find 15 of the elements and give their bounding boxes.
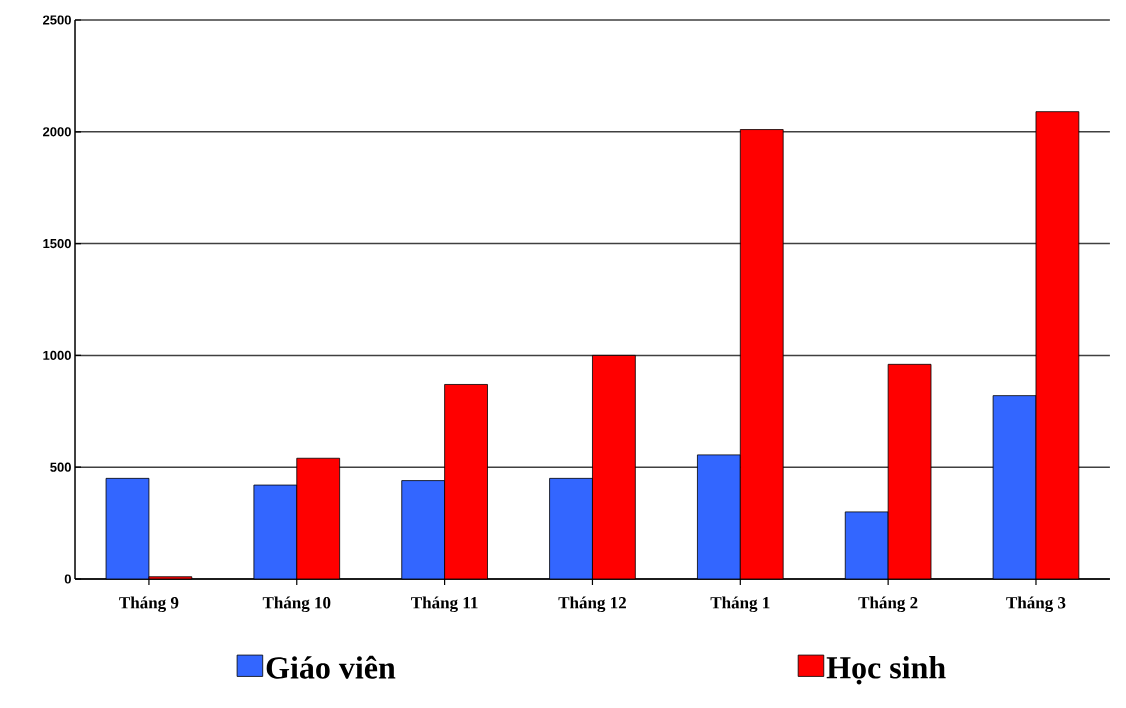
legend-label: Giáo viên xyxy=(266,655,396,679)
y-tick-label: 500 xyxy=(50,462,71,472)
y-tick-label: 2000 xyxy=(43,127,71,137)
y-tick-label: 1000 xyxy=(43,350,71,360)
x-tick-label: Tháng 2 xyxy=(858,596,918,613)
x-tick-label: Tháng 1 xyxy=(710,596,770,613)
x-tick-label: Tháng 10 xyxy=(262,596,331,613)
x-tick-label: Tháng 11 xyxy=(411,596,478,613)
x-tick-label: Tháng 9 xyxy=(119,596,179,613)
legend-label: Học sinh xyxy=(826,656,946,685)
y-tick-label: 0 xyxy=(64,574,71,584)
x-tick-label: Tháng 12 xyxy=(558,596,626,613)
y-tick-label: 1500 xyxy=(43,238,71,249)
y-tick-label: 2500 xyxy=(43,15,71,25)
x-tick-label: Tháng 3 xyxy=(1006,596,1066,613)
